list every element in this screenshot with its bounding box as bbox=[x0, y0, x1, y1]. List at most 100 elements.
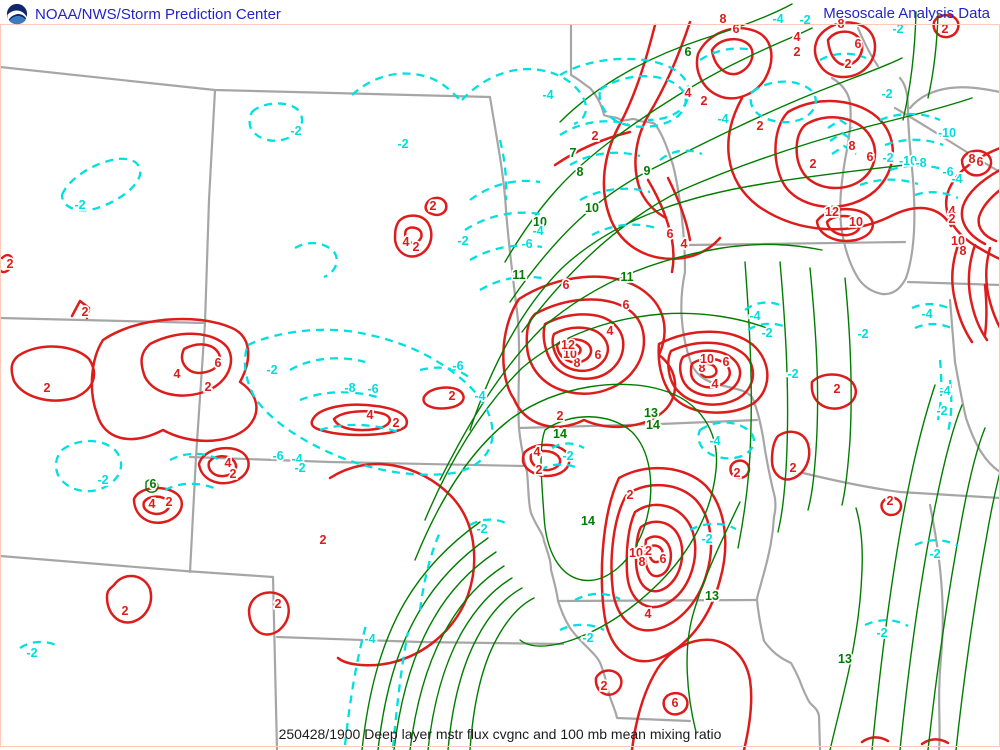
divergence-contour bbox=[579, 187, 651, 202]
contour-label: 8 bbox=[969, 152, 976, 166]
contour-label: -2 bbox=[929, 547, 940, 561]
contour-label: 2 bbox=[557, 409, 564, 423]
contour-label: 12 bbox=[561, 338, 575, 352]
mstr-flux-cvgnc-contour bbox=[679, 349, 742, 397]
divergence-contour bbox=[343, 531, 442, 749]
divergence-contour bbox=[749, 80, 817, 124]
contour-label: 10 bbox=[585, 201, 599, 215]
contour-label: 2 bbox=[320, 533, 327, 547]
mixing-ratio-contour bbox=[807, 267, 819, 511]
contour-label: 2 bbox=[701, 94, 708, 108]
contour-label: 4 bbox=[225, 456, 232, 470]
state-border-line bbox=[569, 23, 822, 750]
map-caption: 250428/1900 Deep layer mstr flux cvgnc a… bbox=[278, 726, 722, 742]
contour-label: -10 bbox=[899, 154, 917, 168]
mixing-ratio-contour bbox=[509, 57, 903, 303]
divergence-contour bbox=[559, 120, 629, 136]
contour-label: 2 bbox=[757, 119, 764, 133]
state-border-line bbox=[271, 575, 279, 750]
mstr-flux-cvgnc-contour bbox=[600, 466, 727, 663]
mstr-flux-cvgnc-contour bbox=[105, 574, 153, 624]
divergence-contour bbox=[479, 275, 543, 291]
mstr-flux-cvgnc-contour bbox=[422, 386, 465, 410]
mstr-flux-cvgnc-contour bbox=[310, 403, 409, 437]
contour-label: -6 bbox=[521, 237, 532, 251]
mstr-flux-cvgnc-contour bbox=[815, 207, 875, 243]
mstr-flux-cvgnc-contour bbox=[630, 638, 753, 750]
mstr-flux-cvgnc-contour bbox=[502, 275, 677, 429]
contour-label: 6 bbox=[660, 552, 667, 566]
state-border-line bbox=[948, 298, 1000, 474]
mixing-ratio-contour bbox=[469, 162, 923, 431]
contour-label: -2 bbox=[397, 137, 408, 151]
header-title: NOAA/NWS/Storm Prediction Center bbox=[35, 5, 281, 23]
mstr-flux-cvgnc-contour bbox=[710, 37, 754, 76]
mstr-flux-cvgnc-contour bbox=[634, 20, 692, 220]
spc-home-link[interactable]: NOAA/NWS/Storm Prediction Center bbox=[6, 3, 281, 25]
mstr-flux-cvgnc-contour bbox=[70, 299, 91, 320]
mstr-flux-cvgnc-contour bbox=[774, 99, 894, 209]
mstr-flux-cvgnc-contour bbox=[698, 362, 718, 379]
mstr-flux-cvgnc-contour bbox=[647, 544, 665, 564]
contour-label: 9 bbox=[644, 164, 651, 178]
contour-label: 2 bbox=[942, 22, 949, 36]
contour-label: -6 bbox=[452, 359, 463, 373]
divergence-contour bbox=[60, 157, 142, 212]
contour-label: -4 bbox=[921, 307, 932, 321]
mixing-ratio-contour bbox=[424, 312, 773, 521]
contour-label: -2 bbox=[582, 631, 593, 645]
mstr-flux-cvgnc-contour bbox=[795, 116, 877, 190]
divergence-contour bbox=[827, 118, 857, 155]
contour-label: 4 bbox=[174, 367, 181, 381]
mstr-flux-cvgnc-contour bbox=[667, 341, 755, 406]
divergence-contour bbox=[936, 359, 953, 433]
mstr-flux-cvgnc-contour bbox=[393, 214, 433, 258]
mstr-flux-cvgnc-contour bbox=[562, 342, 582, 357]
state-border-line bbox=[830, 76, 916, 296]
contour-label: 2 bbox=[845, 57, 852, 71]
contour-label: 6 bbox=[855, 37, 862, 51]
contour-label: 6 bbox=[563, 278, 570, 292]
contour-label: -2 bbox=[97, 473, 108, 487]
contour-label: -4 bbox=[749, 309, 760, 323]
mixing-ratio-contour bbox=[686, 501, 741, 733]
contour-label: -2 bbox=[876, 626, 887, 640]
contour-label: 8 bbox=[960, 244, 967, 258]
mstr-flux-cvgnc-contour bbox=[967, 243, 989, 342]
mstr-flux-cvgnc-contour bbox=[542, 313, 625, 380]
contour-label: 4 bbox=[149, 497, 156, 511]
contour-label: 8 bbox=[574, 356, 581, 370]
contour-label: 2 bbox=[592, 129, 599, 143]
contour-label: 2 bbox=[887, 494, 894, 508]
contour-label: -4 bbox=[717, 112, 728, 126]
mstr-flux-cvgnc-contour bbox=[860, 736, 890, 744]
mixing-ratio-contour bbox=[414, 383, 718, 647]
divergence-contour bbox=[351, 72, 461, 101]
contour-label: 2 bbox=[449, 389, 456, 403]
divergence-contour bbox=[498, 139, 508, 201]
divergence-contour bbox=[591, 223, 657, 237]
divergence-contour bbox=[559, 57, 690, 122]
mixing-ratio-contour bbox=[469, 597, 535, 750]
contour-label: 2 bbox=[734, 466, 741, 480]
contour-label: -4 bbox=[951, 172, 962, 186]
mesoscale-analysis-data-link[interactable]: Mesoscale Analysis Data bbox=[823, 5, 990, 22]
divergence-contour bbox=[879, 112, 941, 122]
mstr-flux-cvgnc-contour bbox=[197, 446, 250, 485]
mstr-flux-cvgnc-contour bbox=[625, 503, 697, 609]
contour-label: 8 bbox=[720, 12, 727, 26]
contour-label: -4 bbox=[542, 88, 553, 102]
contour-label: 4 bbox=[367, 408, 374, 422]
state-border-line bbox=[0, 316, 207, 325]
contour-label: -4 bbox=[939, 384, 950, 398]
contour-label: 6 bbox=[672, 696, 679, 710]
contour-label: -2 bbox=[26, 646, 37, 660]
contour-label: 2 bbox=[275, 597, 282, 611]
contour-label: -2 bbox=[476, 522, 487, 536]
mixing-ratio-contour bbox=[955, 471, 1000, 750]
contour-label: 4 bbox=[685, 86, 692, 100]
contour-label: 4 bbox=[534, 445, 541, 459]
divergence-contour bbox=[464, 211, 541, 231]
contour-label: 2 bbox=[430, 199, 437, 213]
